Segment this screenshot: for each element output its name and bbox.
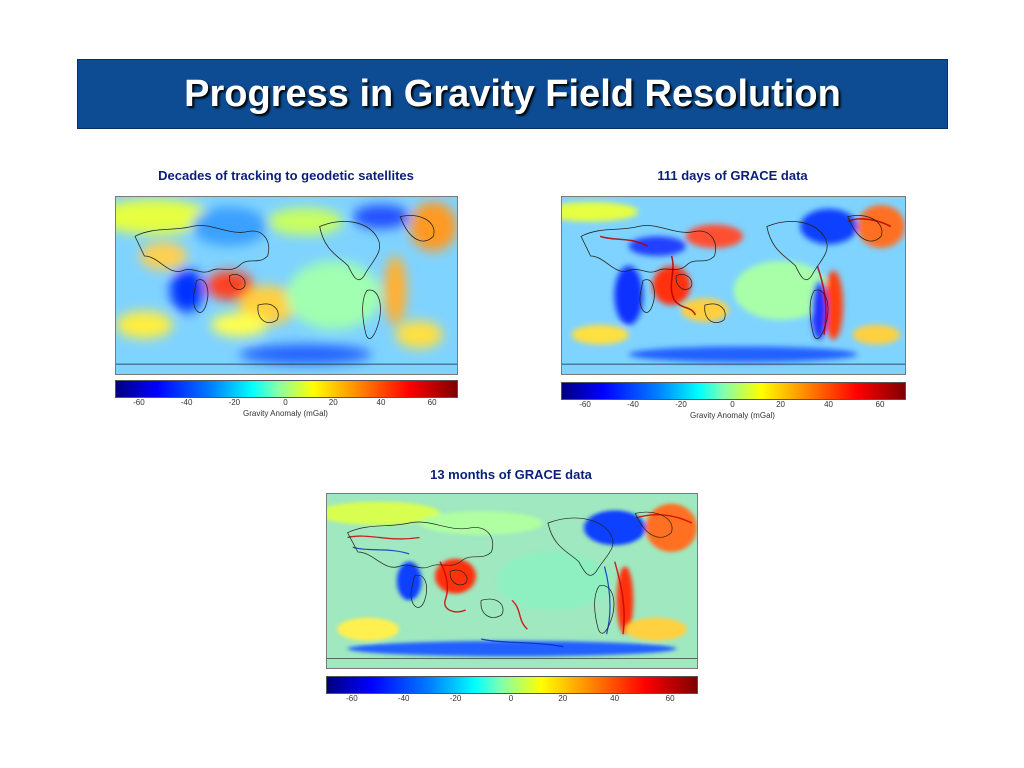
tick-label: 60 <box>875 400 885 409</box>
tick-label: 60 <box>427 398 437 407</box>
panel-1-colorbar-label: Gravity Anomaly (mGal) <box>243 409 328 418</box>
tick-label: -60 <box>346 694 358 703</box>
tick-label: -20 <box>449 694 462 703</box>
tick-label: 40 <box>610 694 620 703</box>
tick-label: 0 <box>283 398 288 407</box>
panel-1-colorbar-ticks: -60 -40 -20 0 20 40 60 <box>115 398 456 410</box>
tick-label: -40 <box>180 398 193 407</box>
panel-3-gravity-map <box>326 493 698 669</box>
title-bar: Progress in Gravity Field Resolution <box>77 59 948 129</box>
panel-1-caption: Decades of tracking to geodetic satellit… <box>158 168 414 183</box>
tick-label: 0 <box>508 694 514 703</box>
panel-2-gravity-map <box>561 196 906 375</box>
slide-title: Progress in Gravity Field Resolution <box>184 72 841 115</box>
panel-3-caption: 13 months of GRACE data <box>430 467 592 482</box>
tick-label: 40 <box>376 398 386 407</box>
panel-3-colorbar-ticks: -60 -40 -20 0 20 40 60 <box>326 694 696 706</box>
tick-label: -20 <box>675 400 687 409</box>
tick-label: 60 <box>665 694 675 703</box>
tick-label: 40 <box>824 400 833 409</box>
panel-2-caption: 111 days of GRACE data <box>657 168 808 183</box>
panel-2-colorbar-label: Gravity Anomaly (mGal) <box>690 411 775 420</box>
panel-1-gravity-map <box>115 196 458 375</box>
tick-label: -60 <box>579 400 591 409</box>
tick-label: -40 <box>627 400 639 409</box>
panel-2-colorbar <box>561 382 906 400</box>
tick-label: -40 <box>397 694 410 703</box>
tick-label: -60 <box>133 398 145 407</box>
panel-3-colorbar <box>326 676 698 694</box>
tick-label: -20 <box>228 398 241 407</box>
tick-label: 0 <box>730 400 735 409</box>
tick-label: 20 <box>776 400 785 409</box>
panel-1-colorbar <box>115 380 458 398</box>
tick-label: 20 <box>558 694 568 703</box>
panel-2-colorbar-ticks: -60 -40 -20 0 20 40 60 <box>561 400 904 412</box>
tick-label: 20 <box>328 398 338 407</box>
